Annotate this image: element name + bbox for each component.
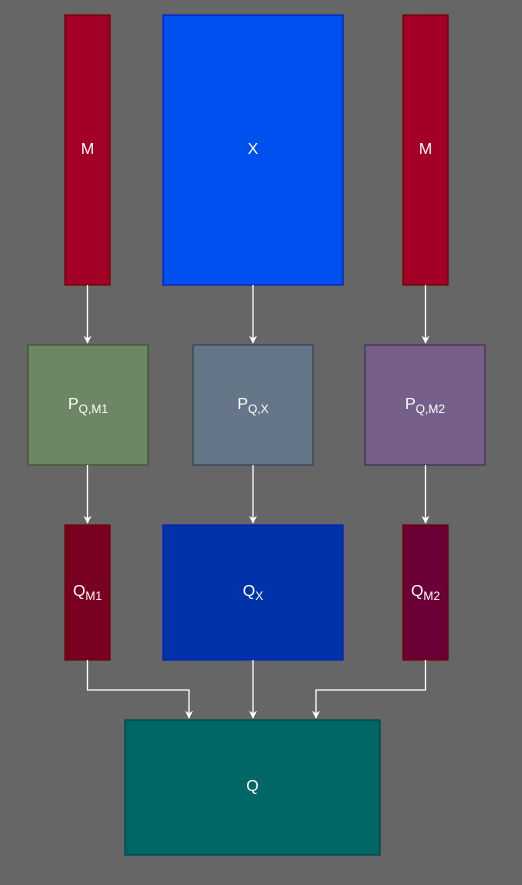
node-p-m2-subscript: Q,M2 bbox=[416, 402, 446, 416]
node-x-label: X bbox=[248, 141, 259, 158]
node-q-m2-label: QM2 bbox=[411, 583, 440, 603]
node-q-m1-label: QM1 bbox=[73, 583, 102, 603]
node-m-right: M bbox=[402, 14, 449, 286]
node-m-right-label: M bbox=[419, 141, 432, 158]
node-x: X bbox=[162, 14, 344, 286]
node-q-x-label: QX bbox=[243, 583, 263, 603]
node-q-label: Q bbox=[246, 778, 258, 795]
node-q-m1-subscript: M1 bbox=[85, 589, 102, 603]
node-p-m1: PQ,M1 bbox=[27, 344, 149, 466]
node-q-x: QX bbox=[162, 524, 344, 661]
edge-q-m2-to-q bbox=[312, 660, 427, 719]
node-m-left-label: M bbox=[81, 141, 94, 158]
node-p-x: PQ,X bbox=[192, 344, 314, 466]
node-p-x-subscript: Q,X bbox=[248, 402, 269, 416]
node-q-x-subscript: X bbox=[255, 589, 263, 603]
node-p-m1-subscript: Q,M1 bbox=[79, 402, 109, 416]
node-p-x-label: PQ,X bbox=[237, 396, 268, 416]
node-p-m2: PQ,M2 bbox=[364, 344, 486, 466]
node-q: Q bbox=[124, 719, 381, 856]
edge-q-m1-to-q bbox=[86, 660, 193, 719]
node-p-m2-label: PQ,M2 bbox=[405, 396, 445, 416]
node-q-m2-subscript: M2 bbox=[423, 589, 440, 603]
node-p-m1-label: PQ,M1 bbox=[68, 396, 108, 416]
node-m-left: M bbox=[64, 14, 111, 286]
node-q-m1: QM1 bbox=[64, 524, 111, 661]
node-q-m2: QM2 bbox=[402, 524, 449, 661]
